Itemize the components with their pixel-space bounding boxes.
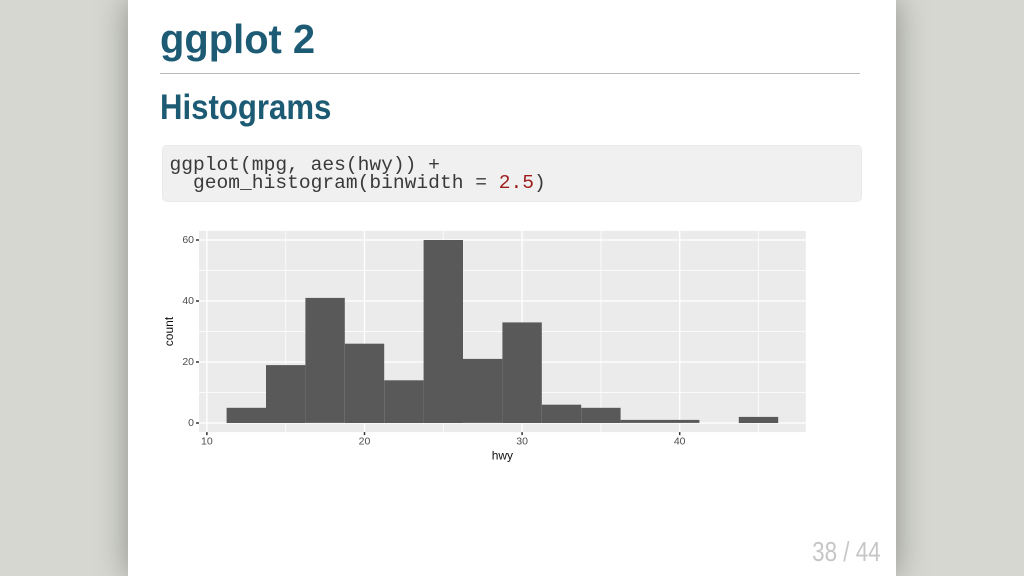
svg-text:40: 40 [182, 295, 194, 307]
svg-text:30: 30 [516, 436, 528, 448]
svg-text:60: 60 [182, 234, 194, 246]
svg-text:hwy: hwy [492, 449, 513, 463]
svg-text:0: 0 [188, 417, 194, 429]
svg-text:count: count [162, 316, 176, 346]
svg-text:40: 40 [674, 436, 686, 448]
svg-text:20: 20 [359, 436, 371, 448]
svg-text:20: 20 [182, 356, 194, 368]
svg-text:10: 10 [201, 436, 213, 448]
